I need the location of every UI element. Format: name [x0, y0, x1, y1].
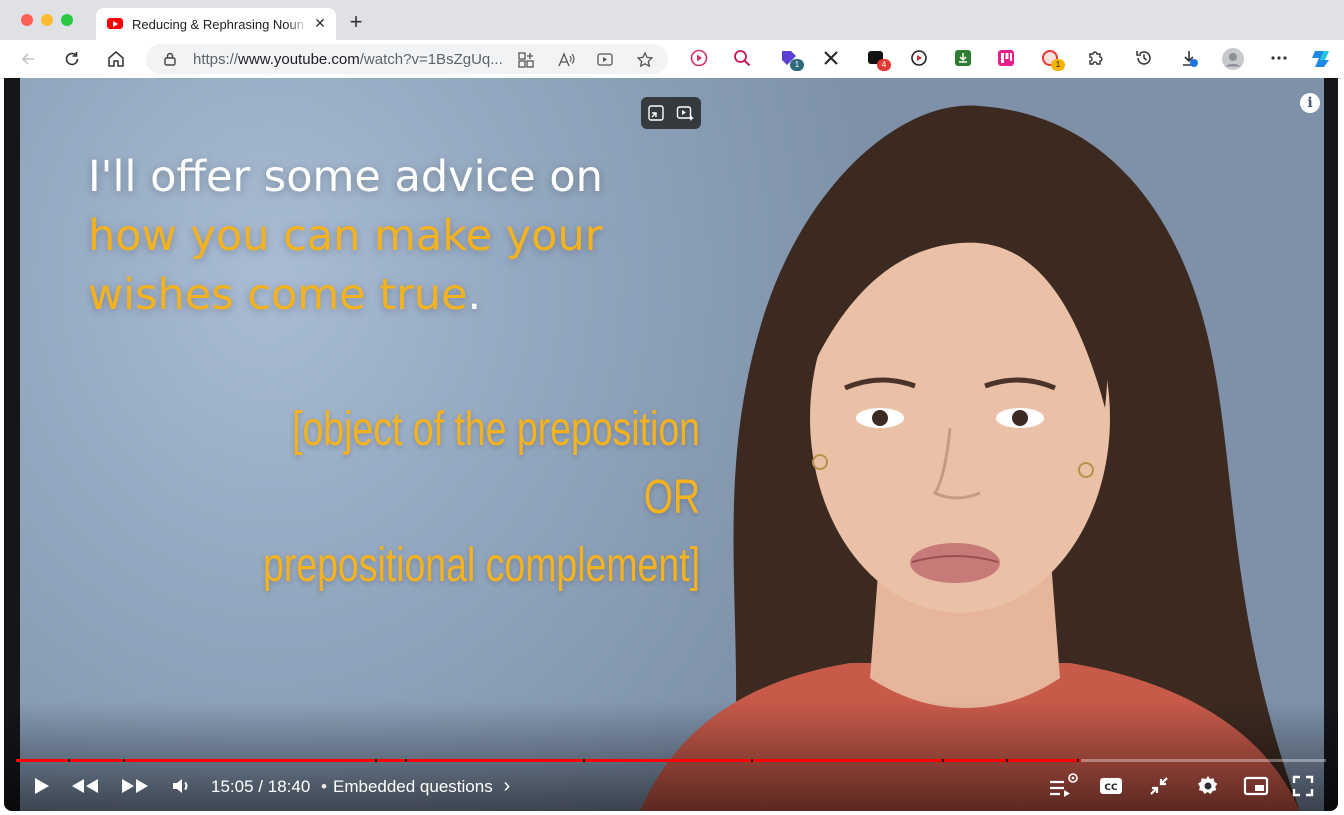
svg-text:CC: CC — [1104, 783, 1118, 793]
progress-bar[interactable] — [16, 759, 1326, 762]
youtube-favicon-icon — [107, 18, 123, 29]
address-bar[interactable]: https://www.youtube.com/watch?v=1BsZgUq.… — [146, 44, 668, 74]
chapter-marker — [374, 759, 377, 762]
playlist-gear-icon — [1050, 773, 1078, 797]
copilot-icon[interactable] — [1310, 47, 1334, 71]
extension-download-icon[interactable] — [954, 49, 972, 67]
extension-tag-icon — [782, 51, 796, 65]
autoplay-settings-button[interactable] — [1046, 771, 1080, 801]
tab-close-icon[interactable]: ✕ — [314, 15, 326, 31]
pip-overlay-controls — [641, 97, 701, 129]
progress-played — [16, 759, 1081, 762]
star-icon[interactable] — [636, 51, 654, 69]
zoom-window-button[interactable] — [61, 14, 73, 26]
captions-button[interactable]: CC — [1098, 771, 1124, 801]
chapter-title[interactable]: Embedded questions — [332, 777, 493, 796]
downloads-button[interactable] — [1180, 49, 1198, 67]
arrow-left-icon — [21, 53, 34, 65]
grammar-note-line-1: [object of the preposition OR — [292, 403, 700, 524]
miniplayer-button[interactable] — [1242, 771, 1270, 801]
time-display: 15:05 / 18:40 • Embedded questions › — [211, 775, 510, 797]
extension-record-badge[interactable]: 1 — [1041, 49, 1065, 71]
video-player[interactable]: I'll offer some advice on how you can ma… — [4, 78, 1338, 811]
play-button[interactable] — [28, 771, 54, 801]
fast-forward-icon — [122, 779, 148, 793]
chapter-marker — [1006, 759, 1009, 762]
info-button[interactable]: i — [1300, 93, 1320, 113]
extension-arrows-icon[interactable] — [822, 49, 840, 67]
extension-puzzle-badge[interactable]: 1 — [780, 49, 804, 71]
chapter-marker — [750, 759, 753, 762]
miniplayer-icon — [1243, 776, 1269, 796]
reload-button[interactable] — [61, 48, 83, 70]
caption-line-3-text: wishes come true — [88, 270, 468, 320]
extension-dark-badge[interactable]: 4 — [867, 49, 891, 71]
settings-button[interactable] — [1195, 771, 1221, 801]
tab-strip: Reducing & Rephrasing Noun Clauses ✕ + — [0, 0, 1344, 40]
gear-icon — [1197, 776, 1218, 794]
caption-line-1: I'll offer some advice on — [88, 152, 603, 202]
video-sparkle-icon[interactable] — [676, 104, 694, 122]
caption-period: . — [467, 270, 482, 320]
caption-line-3: wishes come true. — [88, 266, 728, 325]
home-button[interactable] — [105, 48, 127, 70]
minimize-window-button[interactable] — [41, 14, 53, 26]
lock-icon — [164, 52, 176, 66]
current-time: 15:05 — [211, 777, 254, 796]
tab-title: Reducing & Rephrasing Noun Clauses — [132, 17, 308, 32]
extension-board-icon[interactable] — [997, 49, 1015, 67]
collapse-arrows-icon — [1150, 777, 1168, 795]
volume-icon — [173, 779, 188, 793]
chapter-marker — [942, 759, 945, 762]
browser-tab-active[interactable]: Reducing & Rephrasing Noun Clauses ✕ — [96, 8, 336, 40]
apps-icon[interactable] — [517, 51, 535, 69]
chapter-bullet: • — [321, 777, 327, 796]
extension-search-icon[interactable] — [733, 49, 751, 67]
play-icon — [35, 778, 49, 794]
chapter-marker — [583, 759, 586, 762]
chapter-marker — [405, 759, 408, 762]
volume-button[interactable] — [168, 771, 194, 801]
rewind-icon — [72, 779, 98, 793]
video-enhance-icon[interactable] — [596, 51, 614, 69]
new-tab-button[interactable]: + — [349, 9, 363, 34]
controls-shade — [4, 701, 1338, 811]
pop-out-icon[interactable] — [647, 104, 665, 122]
grammar-note-line-2: prepositional complement] — [262, 539, 700, 592]
extension-record-icon[interactable] — [910, 49, 928, 67]
fast-forward-button[interactable] — [118, 771, 152, 801]
cc-icon: CC — [1100, 778, 1122, 794]
close-window-button[interactable] — [21, 14, 33, 26]
extension-badge: 1 — [790, 59, 804, 71]
time-separator: / — [258, 777, 264, 796]
grammar-note: [object of the preposition OR prepositio… — [248, 396, 700, 600]
caption-text: I'll offer some advice on how you can ma… — [88, 148, 728, 325]
chapter-marker — [123, 759, 126, 762]
url-text: https://www.youtube.com/watch?v=1BsZgUq.… — [193, 51, 503, 68]
chapter-marker — [68, 759, 71, 762]
reload-icon — [65, 52, 79, 66]
more-menu-icon[interactable] — [1270, 49, 1288, 67]
extension-badge: 4 — [877, 59, 891, 71]
extension-play-icon[interactable] — [690, 49, 708, 67]
history-icon[interactable] — [1135, 49, 1153, 67]
caption-line-2: how you can make your — [88, 211, 603, 261]
chapter-marker — [1077, 759, 1080, 762]
extensions-puzzle-icon[interactable] — [1086, 49, 1104, 67]
browser-toolbar: https://www.youtube.com/watch?v=1BsZgUq.… — [0, 40, 1344, 79]
extension-badge: 1 — [1051, 59, 1065, 71]
rewind-button[interactable] — [68, 771, 102, 801]
home-icon — [108, 51, 124, 67]
fullscreen-icon — [1292, 775, 1314, 797]
duration: 18:40 — [267, 777, 311, 796]
chapter-chevron-icon[interactable]: › — [503, 775, 511, 797]
profile-avatar-icon[interactable] — [1222, 48, 1244, 70]
back-button[interactable] — [17, 48, 39, 70]
exit-theater-button[interactable] — [1146, 771, 1172, 801]
download-status-dot — [1190, 59, 1198, 67]
read-aloud-icon[interactable] — [557, 51, 575, 69]
fullscreen-button[interactable] — [1290, 771, 1316, 801]
